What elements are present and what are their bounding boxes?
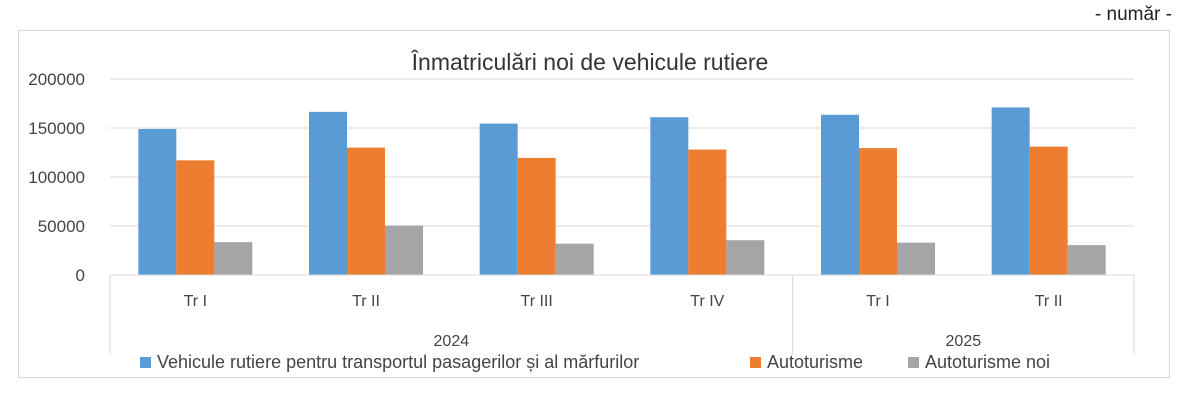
bar <box>859 148 897 275</box>
category-label: Tr IV <box>690 293 724 310</box>
category-label: Tr I <box>184 293 207 310</box>
bar <box>176 160 215 275</box>
y-tick-label: 150000 <box>28 119 85 138</box>
legend: Vehicule rutiere pentru transportul pasa… <box>140 352 1050 372</box>
legend-swatch <box>140 357 151 368</box>
bar <box>347 147 385 275</box>
bar <box>688 149 727 275</box>
y-axis-ticks: 0 50000 100000 150000 200000 <box>28 70 85 285</box>
category-label: Tr II <box>1035 293 1063 310</box>
y-tick-label: 50000 <box>38 217 85 236</box>
bar <box>821 114 859 276</box>
gridlines <box>110 78 1134 227</box>
bar <box>309 111 347 275</box>
group-label: 2024 <box>434 333 470 350</box>
bar <box>214 242 253 275</box>
bar <box>517 157 556 275</box>
bar <box>897 242 935 275</box>
legend-label: Vehicule rutiere pentru transportul pasa… <box>157 352 639 372</box>
y-tick-label: 100000 <box>28 168 85 187</box>
unit-label: - număr - <box>1094 4 1172 25</box>
bar <box>479 123 518 275</box>
bar <box>138 128 177 275</box>
bars <box>138 107 1106 276</box>
bar <box>1029 146 1068 275</box>
bar <box>650 117 689 275</box>
bar <box>555 243 594 275</box>
chart-title: Înmatriculări noi de vehicule rutiere <box>411 49 769 75</box>
y-tick-label: 200000 <box>28 70 85 89</box>
bar <box>385 225 423 275</box>
category-label: Tr III <box>521 293 553 310</box>
y-tick-label: 0 <box>76 266 85 285</box>
bar <box>726 240 765 275</box>
bar <box>1067 245 1106 275</box>
chart-frame <box>18 30 1170 378</box>
legend-label: Autoturisme <box>767 352 863 372</box>
category-label: Tr I <box>866 293 889 310</box>
x-axis: Tr I Tr II Tr III Tr IV Tr I Tr II 2024 2025 <box>109 274 1135 355</box>
category-label: Tr II <box>352 293 380 310</box>
legend-swatch <box>750 357 761 368</box>
legend-swatch <box>908 357 919 368</box>
bar <box>991 107 1030 275</box>
legend-label: Autoturisme noi <box>925 352 1050 372</box>
group-label: 2025 <box>946 333 982 350</box>
